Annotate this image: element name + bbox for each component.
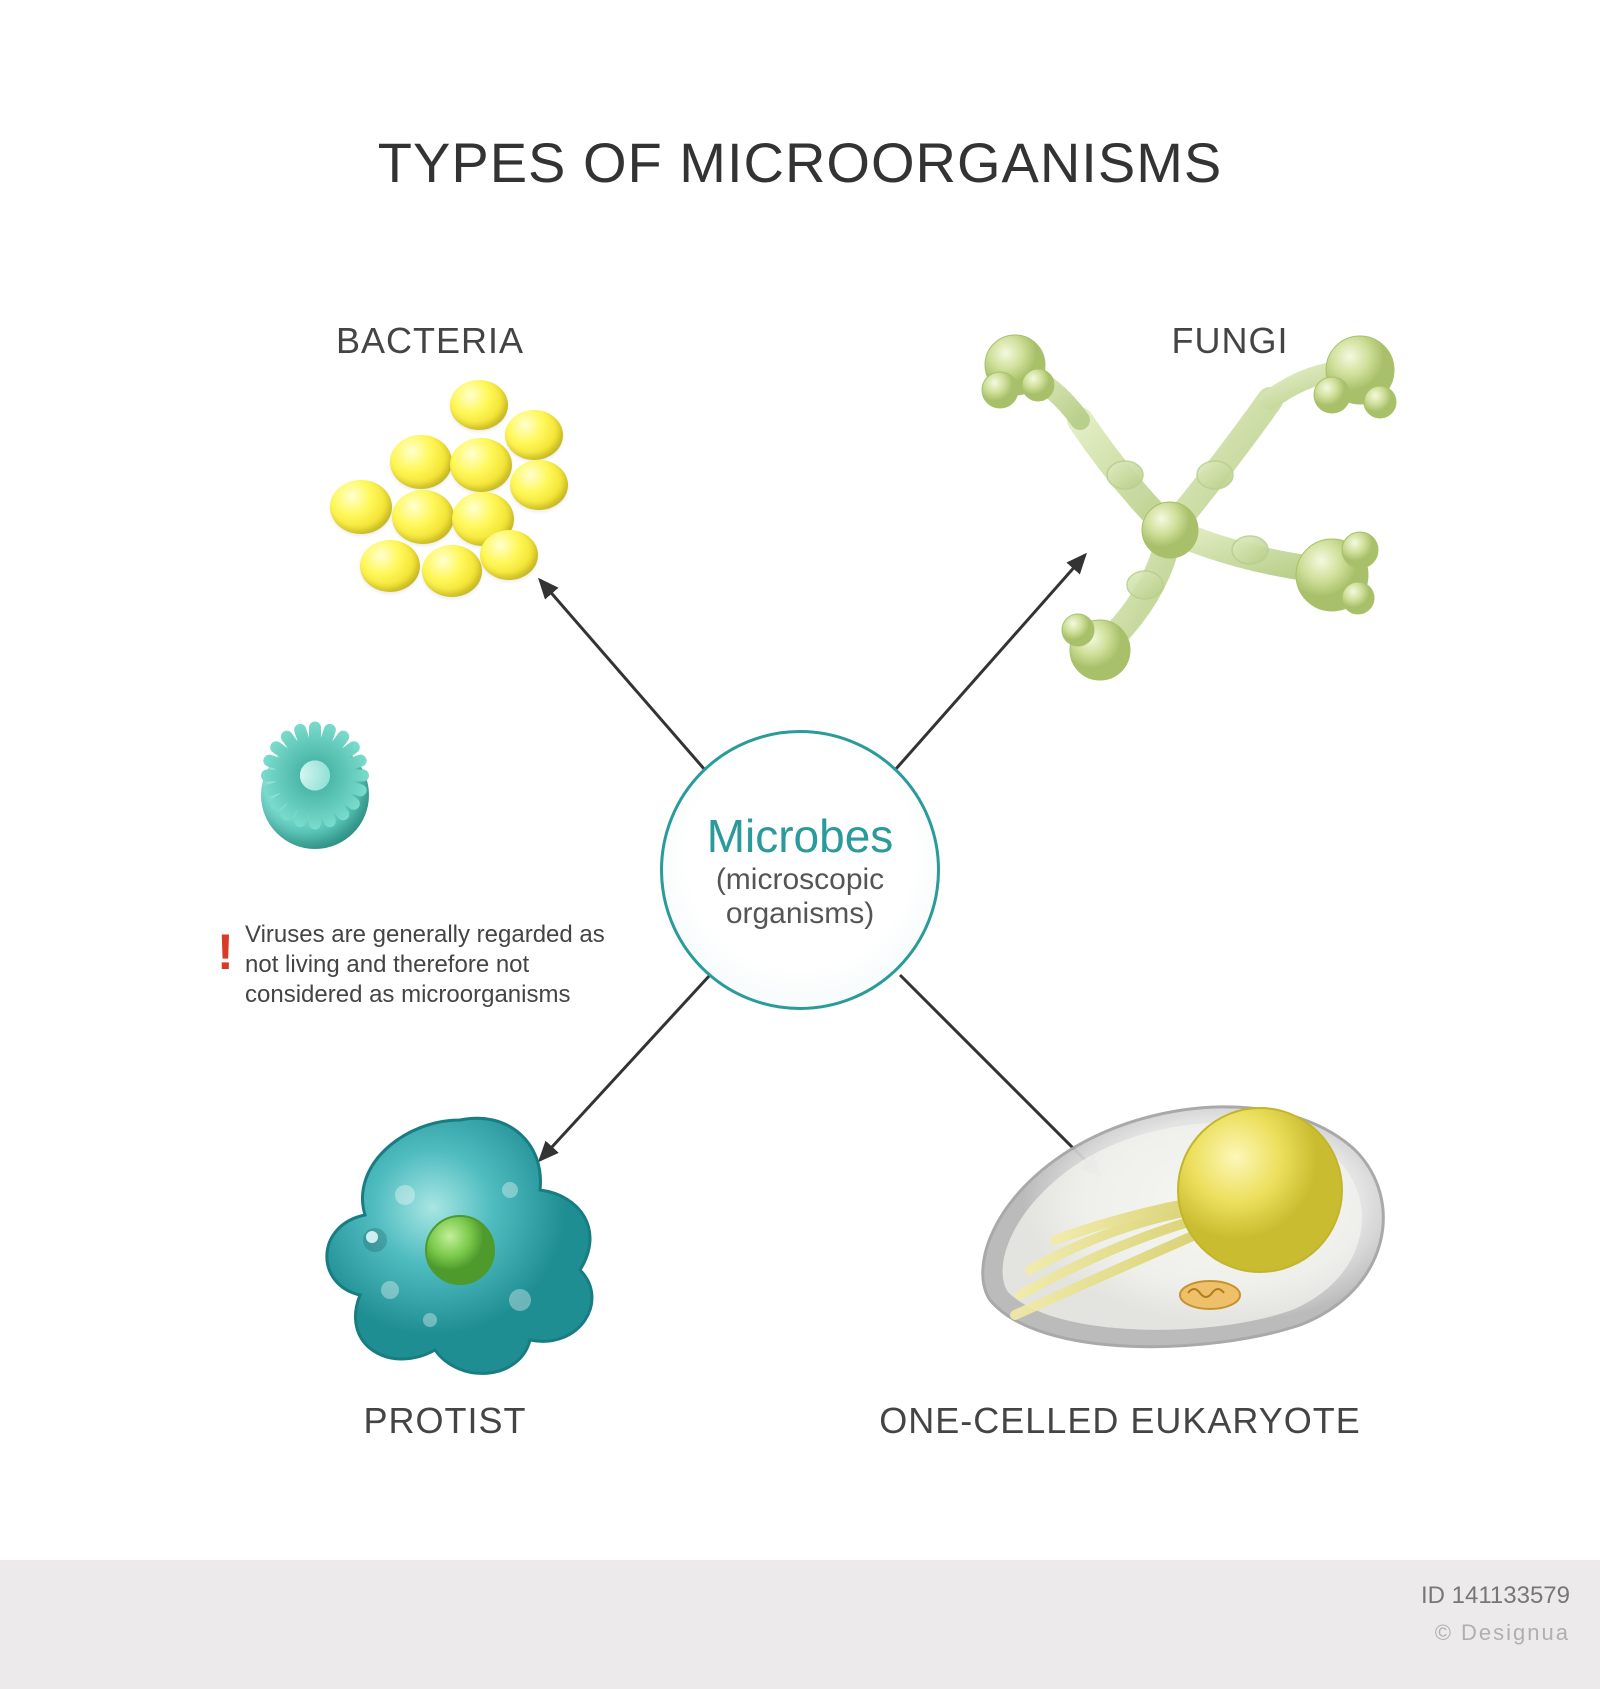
center-title: Microbes <box>707 809 894 863</box>
footer-bar <box>0 1560 1600 1689</box>
virus-note-exclaim-icon: ! <box>217 922 234 981</box>
protist-graphic <box>310 1100 610 1385</box>
fungi-graphic <box>960 330 1390 675</box>
center-node-microbes: Microbes (microscopic organisms) <box>660 730 940 1010</box>
footer-credit-text: © Designua <box>1435 1620 1570 1646</box>
virus-note-text: Viruses are generally regarded as not li… <box>245 920 605 1010</box>
label-bacteria: BACTERIA <box>180 320 680 362</box>
bacteria-cell <box>390 435 452 489</box>
virus-graphic <box>240 720 390 870</box>
bacteria-cell <box>510 460 568 510</box>
footer-id-text: ID 141133579 <box>1421 1582 1570 1610</box>
bacteria-graphic <box>330 380 590 610</box>
label-protist: PROTIST <box>195 1400 695 1442</box>
bacteria-cell <box>360 540 420 592</box>
label-eukaryote: ONE-CELLED EUKARYOTE <box>870 1400 1370 1442</box>
diagram-canvas: TYPES OF MICROORGANISMS Microbes (micros… <box>0 0 1600 1689</box>
center-subtitle: (microscopic organisms) <box>663 863 937 931</box>
bacteria-cell <box>505 410 563 460</box>
bacteria-cell <box>450 380 508 430</box>
bacteria-cell <box>422 545 482 597</box>
bacteria-cell <box>330 480 392 534</box>
eukaryote-graphic <box>960 1070 1400 1365</box>
bacteria-cell <box>480 530 538 580</box>
bacteria-cell <box>450 438 512 492</box>
bacteria-cell <box>392 490 454 544</box>
